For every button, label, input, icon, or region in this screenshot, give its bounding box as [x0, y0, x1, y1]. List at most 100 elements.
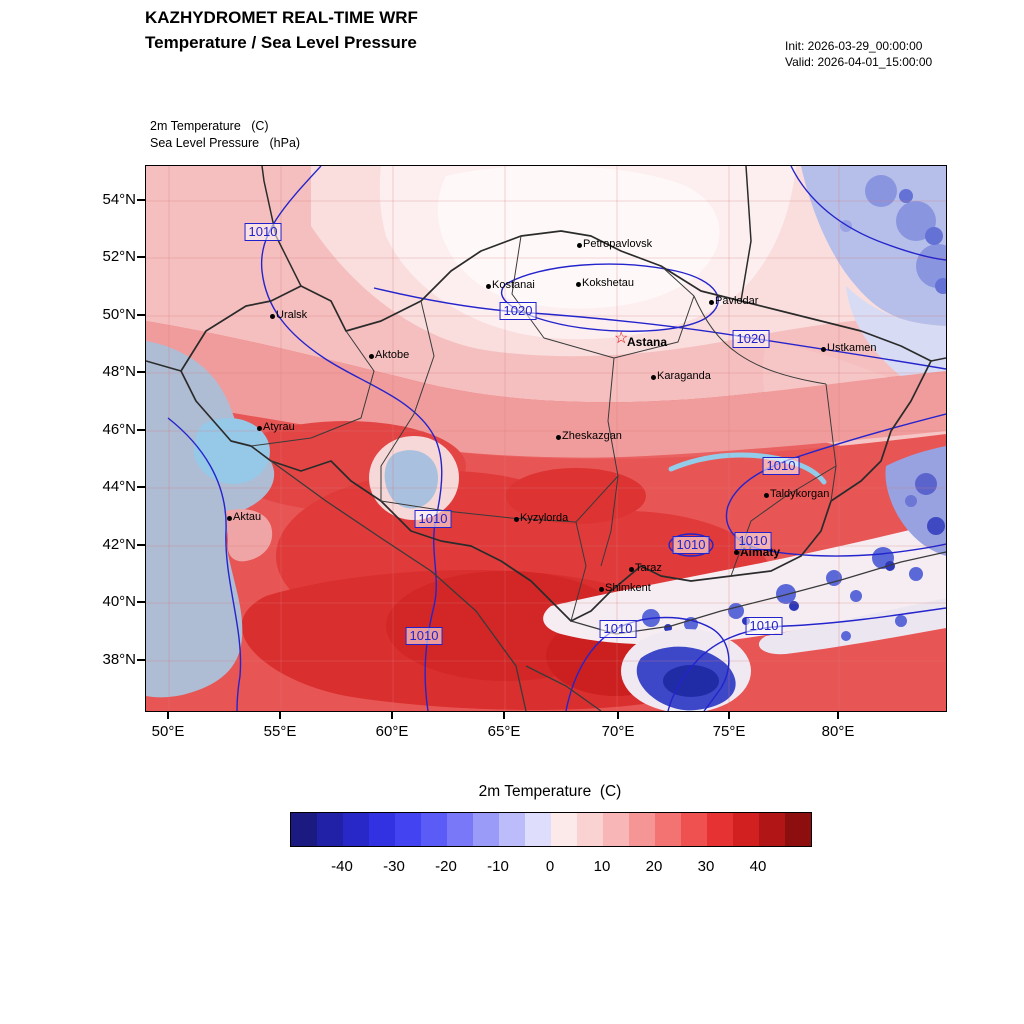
capital-star-icon: ☆ [614, 330, 629, 347]
pressure-contour-label: 1010 [745, 617, 783, 635]
city-dot-icon [598, 586, 604, 592]
city-dot-icon [576, 242, 582, 248]
lat-tick-mark [137, 256, 145, 258]
colorbar-segment [551, 813, 577, 846]
colorbar-segment [499, 813, 525, 846]
lat-tick-label: 44°N [102, 478, 136, 495]
colorbar-segment [629, 813, 655, 846]
aral-sea [384, 450, 438, 509]
city-dot-icon [226, 515, 232, 521]
lat-tick-label: 46°N [102, 421, 136, 438]
city-label: Pavlodar [715, 295, 759, 307]
city-dot-icon [256, 425, 262, 431]
city-label: Zheskazgan [562, 430, 622, 442]
pressure-contour-label: 1020 [499, 302, 537, 320]
city-dot-icon [650, 374, 656, 380]
political-borders [146, 166, 946, 711]
city-label: Uralsk [276, 309, 308, 321]
temperature-field [146, 166, 946, 711]
pressure-contour-label: 1010 [244, 223, 282, 241]
page-subtitle: Temperature / Sea Level Pressure [145, 33, 417, 52]
colorbar-segment [369, 813, 395, 846]
field-label-temperature: 2m Temperature (C) [150, 119, 269, 133]
city-dot-icon [485, 283, 491, 289]
city-dot-icon [733, 549, 739, 555]
pressure-contour-label: 1010 [672, 536, 710, 554]
lat-tick-mark [137, 659, 145, 661]
lon-tick-mark [837, 711, 839, 719]
colorbar-segment [707, 813, 733, 846]
lat-tick-label: 48°N [102, 363, 136, 380]
lat-tick-label: 38°N [102, 651, 136, 668]
lon-tick-label: 55°E [263, 723, 297, 740]
city-dot-icon [555, 434, 561, 440]
colorbar-segment [759, 813, 785, 846]
city-dot-icon [820, 346, 826, 352]
city-label: Shimkent [605, 582, 651, 594]
city-dot-icon [763, 492, 769, 498]
colorbar-segment [473, 813, 499, 846]
map-canvas: Petropavlovsk Kostanai Kokshetau Pavloda… [145, 165, 947, 712]
lon-tick-label: 70°E [601, 723, 635, 740]
lon-tick-label: 65°E [487, 723, 521, 740]
colorbar-segment [395, 813, 421, 846]
lat-tick-mark [137, 544, 145, 546]
colorbar-segment [681, 813, 707, 846]
city-label: Atyrau [263, 421, 295, 433]
colorbar-segment [655, 813, 681, 846]
pressure-contours [167, 166, 946, 711]
lat-tick-label: 54°N [102, 191, 136, 208]
city-label: Aktobe [375, 349, 410, 361]
city-label: Aktau [233, 511, 262, 523]
lat-tick-label: 40°N [102, 593, 136, 610]
valid-time: Valid: 2026-04-01_15:00:00 [785, 55, 933, 69]
pressure-contour-label: 1010 [405, 627, 443, 645]
lat-tick-label: 50°N [102, 306, 136, 323]
colorbar-tick-label: 40 [749, 858, 767, 875]
caspian-sea [146, 341, 275, 698]
weather-field-graphic [146, 166, 946, 711]
lon-tick-label: 60°E [375, 723, 409, 740]
city-dot-icon [628, 566, 634, 572]
pressure-contour-label: 1020 [732, 330, 770, 348]
colorbar-segment [525, 813, 551, 846]
city-label: Ustkamen [827, 342, 877, 354]
colorbar-tick-label: 0 [545, 858, 555, 875]
colorbar-segment [785, 813, 811, 846]
colorbar [290, 812, 812, 847]
colorbar-segment [577, 813, 603, 846]
colorbar-segment [733, 813, 759, 846]
city-label: Taldykorgan [770, 488, 830, 500]
lon-tick-mark [391, 711, 393, 719]
lon-tick-mark [503, 711, 505, 719]
lon-tick-mark [617, 711, 619, 719]
lat-tick-mark [137, 371, 145, 373]
city-dot-icon [513, 516, 519, 522]
colorbar-segment [317, 813, 343, 846]
pressure-contour-label: 1010 [414, 510, 452, 528]
pressure-contour-label: 1010 [734, 532, 772, 550]
lat-tick-mark [137, 199, 145, 201]
lat-tick-mark [137, 601, 145, 603]
city-dot-icon [368, 353, 374, 359]
colorbar-tick-label: 10 [593, 858, 611, 875]
colorbar-title: 2m Temperature (C) [478, 783, 622, 800]
city-dot-icon [708, 299, 714, 305]
pressure-contour-label: 1010 [599, 620, 637, 638]
page-title: KAZHYDROMET REAL-TIME WRF [145, 8, 418, 27]
colorbar-tick-label: -30 [383, 858, 405, 875]
lon-tick-mark [728, 711, 730, 719]
colorbar-tick-label: -20 [435, 858, 457, 875]
city-label: Kostanai [492, 279, 535, 291]
lat-tick-label: 52°N [102, 248, 136, 265]
colorbar-segment [291, 813, 317, 846]
lon-tick-mark [279, 711, 281, 719]
colorbar-segment [447, 813, 473, 846]
lat-tick-mark [137, 429, 145, 431]
lon-tick-label: 80°E [821, 723, 855, 740]
init-time: Init: 2026-03-29_00:00:00 [785, 39, 923, 53]
city-label: Taraz [635, 562, 662, 574]
run-info: Init: 2026-03-29_00:00:00 Valid: 2026-04… [785, 38, 932, 70]
city-label: Astana [627, 335, 668, 349]
